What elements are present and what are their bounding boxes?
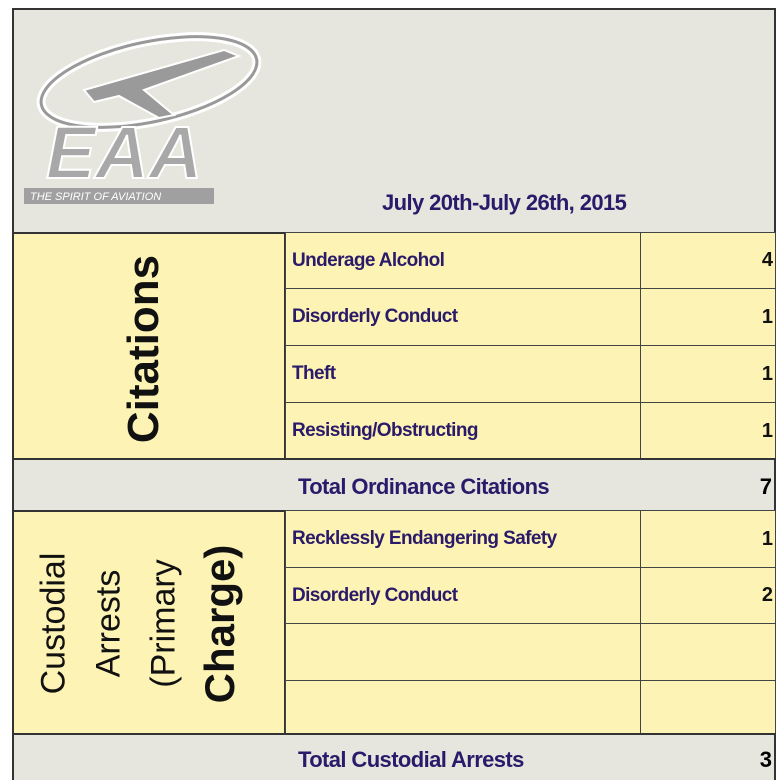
arrests-label-line: Custodial — [34, 552, 73, 695]
logo-tagline: THE SPIRIT OF AVIATION — [30, 191, 161, 203]
logo: EAA THE SPIRIT OF AVIATION — [24, 32, 262, 204]
total-label: Total Custodial Arrests — [298, 747, 524, 772]
logo-text: EAA — [46, 111, 202, 194]
arrests-label-line: (Primary — [144, 559, 183, 688]
offense: Resisting/Obstructing — [285, 402, 641, 460]
count: 4 — [640, 232, 776, 289]
arrests-label-line: Arrests — [89, 569, 128, 678]
citations-label-cell: Citations — [12, 232, 286, 460]
total-row: Total Ordinance Citations 7 — [12, 458, 776, 512]
count: 1 — [640, 510, 776, 568]
count: 1 — [640, 345, 776, 403]
offense: Recklessly Endangering Safety — [285, 510, 641, 568]
empty-cell — [640, 680, 776, 735]
date-range: July 20th-July 26th, 2015 — [382, 190, 627, 215]
count: 1 — [640, 288, 776, 346]
offense: Underage Alcohol — [285, 232, 641, 289]
offense: Disorderly Conduct — [285, 567, 641, 624]
offense: Theft — [285, 345, 641, 403]
empty-cell — [640, 623, 776, 681]
total-label: Total Ordinance Citations — [298, 474, 550, 499]
header: EAA THE SPIRIT OF AVIATION July 20th-Jul… — [12, 8, 776, 234]
arrests-label-line: Charge) — [196, 544, 243, 704]
total: 3 — [759, 747, 772, 772]
offense: Disorderly Conduct — [285, 288, 641, 346]
count: 1 — [640, 402, 776, 460]
arrests-label-cell: Custodial Arrests (Primary Charge) — [12, 510, 286, 735]
count: 2 — [640, 567, 776, 624]
total: 7 — [759, 474, 772, 499]
empty-cell — [285, 623, 641, 681]
empty-cell — [285, 680, 641, 735]
total-row: Total Custodial Arrests 3 — [12, 733, 776, 780]
